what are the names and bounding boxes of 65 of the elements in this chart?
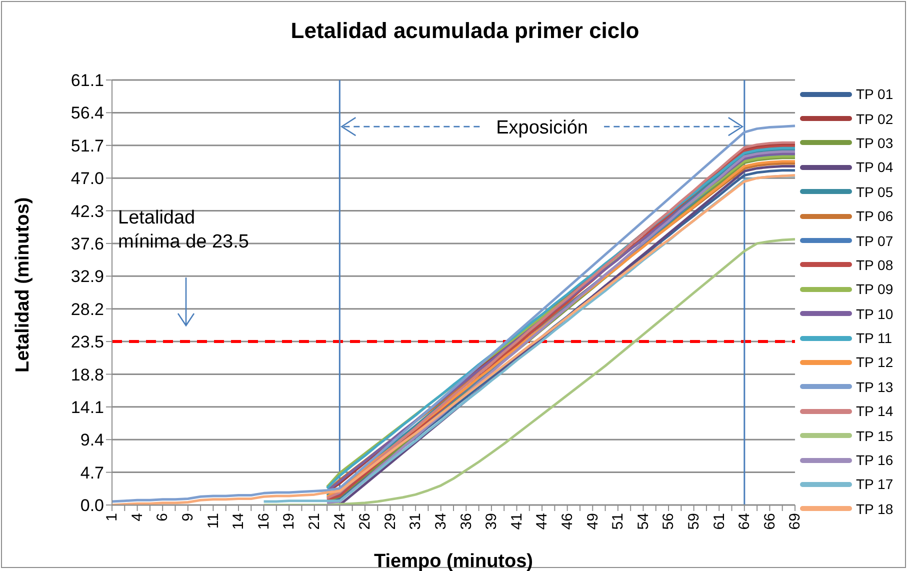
x-tick-label: 4 bbox=[128, 513, 146, 522]
x-tick-label: 6 bbox=[154, 513, 172, 522]
legend-label: TP 03 bbox=[856, 134, 894, 151]
legend-label: TP 17 bbox=[856, 476, 894, 492]
x-tick-label: 61 bbox=[710, 513, 728, 530]
x-tick-label: 51 bbox=[610, 513, 627, 530]
legend-label: TP 06 bbox=[856, 208, 894, 224]
x-tick-label: 41 bbox=[508, 513, 526, 530]
x-tick-label: 36 bbox=[458, 513, 475, 530]
x-tick-label: 24 bbox=[331, 513, 348, 530]
y-tick-label: 14.1 bbox=[70, 398, 104, 417]
x-tick-label: 19 bbox=[280, 513, 298, 530]
x-tick-label: 14 bbox=[230, 513, 248, 530]
x-axis-title: Tiempo (minutos) bbox=[374, 551, 534, 571]
legend-label: TP 04 bbox=[856, 159, 894, 176]
y-tick-label: 42.3 bbox=[70, 202, 104, 221]
y-tick-label: 4.7 bbox=[80, 463, 104, 482]
legend-label: TP 18 bbox=[856, 500, 894, 517]
legend-label: TP 10 bbox=[856, 306, 894, 322]
x-tick-label: 59 bbox=[685, 513, 702, 530]
y-tick-label: 37.6 bbox=[70, 234, 104, 254]
x-tick-label: 9 bbox=[180, 513, 197, 522]
x-tick-label: 69 bbox=[786, 513, 804, 530]
y-tick-label: 56.4 bbox=[70, 104, 104, 123]
x-tick-label: 11 bbox=[204, 513, 222, 529]
x-tick-label: 16 bbox=[255, 513, 272, 530]
x-tick-label: 49 bbox=[584, 513, 602, 530]
x-tick-label: 1 bbox=[104, 513, 121, 522]
y-tick-label: 47.0 bbox=[70, 169, 104, 188]
legend-label: TP 09 bbox=[856, 281, 894, 298]
x-tick-label: 34 bbox=[432, 513, 450, 530]
legend-label: TP 01 bbox=[856, 86, 894, 102]
legend-label: TP 05 bbox=[856, 184, 894, 200]
x-tick-label: 46 bbox=[558, 513, 576, 530]
x-tick-label: 56 bbox=[660, 513, 678, 530]
legend-label: TP 08 bbox=[856, 256, 894, 273]
legend-label: TP 13 bbox=[856, 378, 894, 395]
legend-label: TP 16 bbox=[856, 452, 894, 468]
chart-title: Letalidad acumulada primer ciclo bbox=[290, 18, 640, 44]
x-tick-label: 26 bbox=[356, 513, 374, 530]
x-tick-label: 39 bbox=[483, 513, 500, 530]
x-tick-label: 66 bbox=[761, 513, 778, 530]
y-tick-label: 51.7 bbox=[70, 136, 104, 156]
legend-label: TP 02 bbox=[856, 110, 894, 127]
legend-label: TP 14 bbox=[856, 403, 894, 420]
annotation: Letalidad mínima de 23.5 bbox=[118, 208, 249, 253]
x-tick-label: 31 bbox=[407, 513, 424, 530]
legend-label: TP 12 bbox=[856, 354, 894, 370]
annotation: Exposición bbox=[496, 118, 588, 139]
y-tick-label: 9.4 bbox=[80, 430, 104, 450]
legend-label: TP 11 bbox=[856, 330, 892, 346]
x-tick-label: 21 bbox=[306, 513, 324, 530]
x-tick-label: 29 bbox=[382, 513, 399, 530]
legend-label: TP 15 bbox=[856, 428, 894, 444]
y-tick-label: 32.9 bbox=[70, 267, 104, 286]
x-tick-label: 44 bbox=[534, 513, 551, 530]
y-tick-label: 18.8 bbox=[70, 365, 104, 384]
y-tick-label: 28.2 bbox=[70, 300, 104, 319]
y-tick-label: 0.0 bbox=[80, 496, 104, 516]
legend-label: TP 07 bbox=[856, 232, 894, 249]
x-tick-label: 54 bbox=[634, 513, 652, 530]
y-tick-label: 61.1 bbox=[70, 71, 104, 90]
y-axis-title: Letalidad (minutos) bbox=[12, 197, 34, 372]
x-tick-label: 64 bbox=[736, 513, 754, 530]
y-tick-label: 23.5 bbox=[70, 332, 104, 352]
